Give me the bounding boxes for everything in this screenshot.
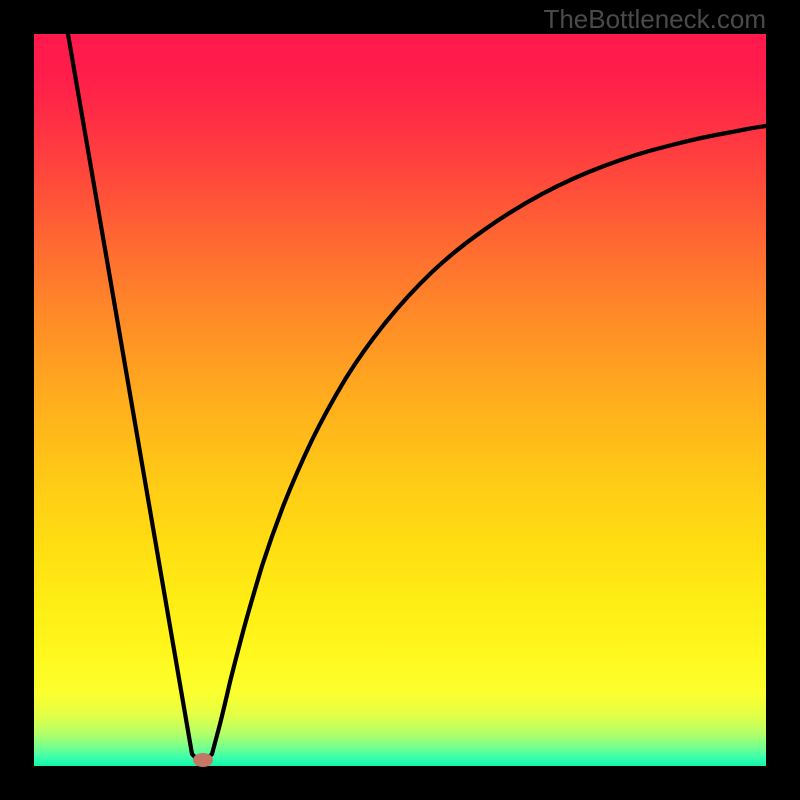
plot-area [34, 34, 766, 766]
chart-container: TheBottleneck.com [0, 0, 800, 800]
optimal-point-marker [193, 753, 213, 767]
bottleneck-curve [34, 34, 766, 766]
watermark-label: TheBottleneck.com [543, 4, 766, 34]
watermark-text: TheBottleneck.com [543, 4, 766, 35]
